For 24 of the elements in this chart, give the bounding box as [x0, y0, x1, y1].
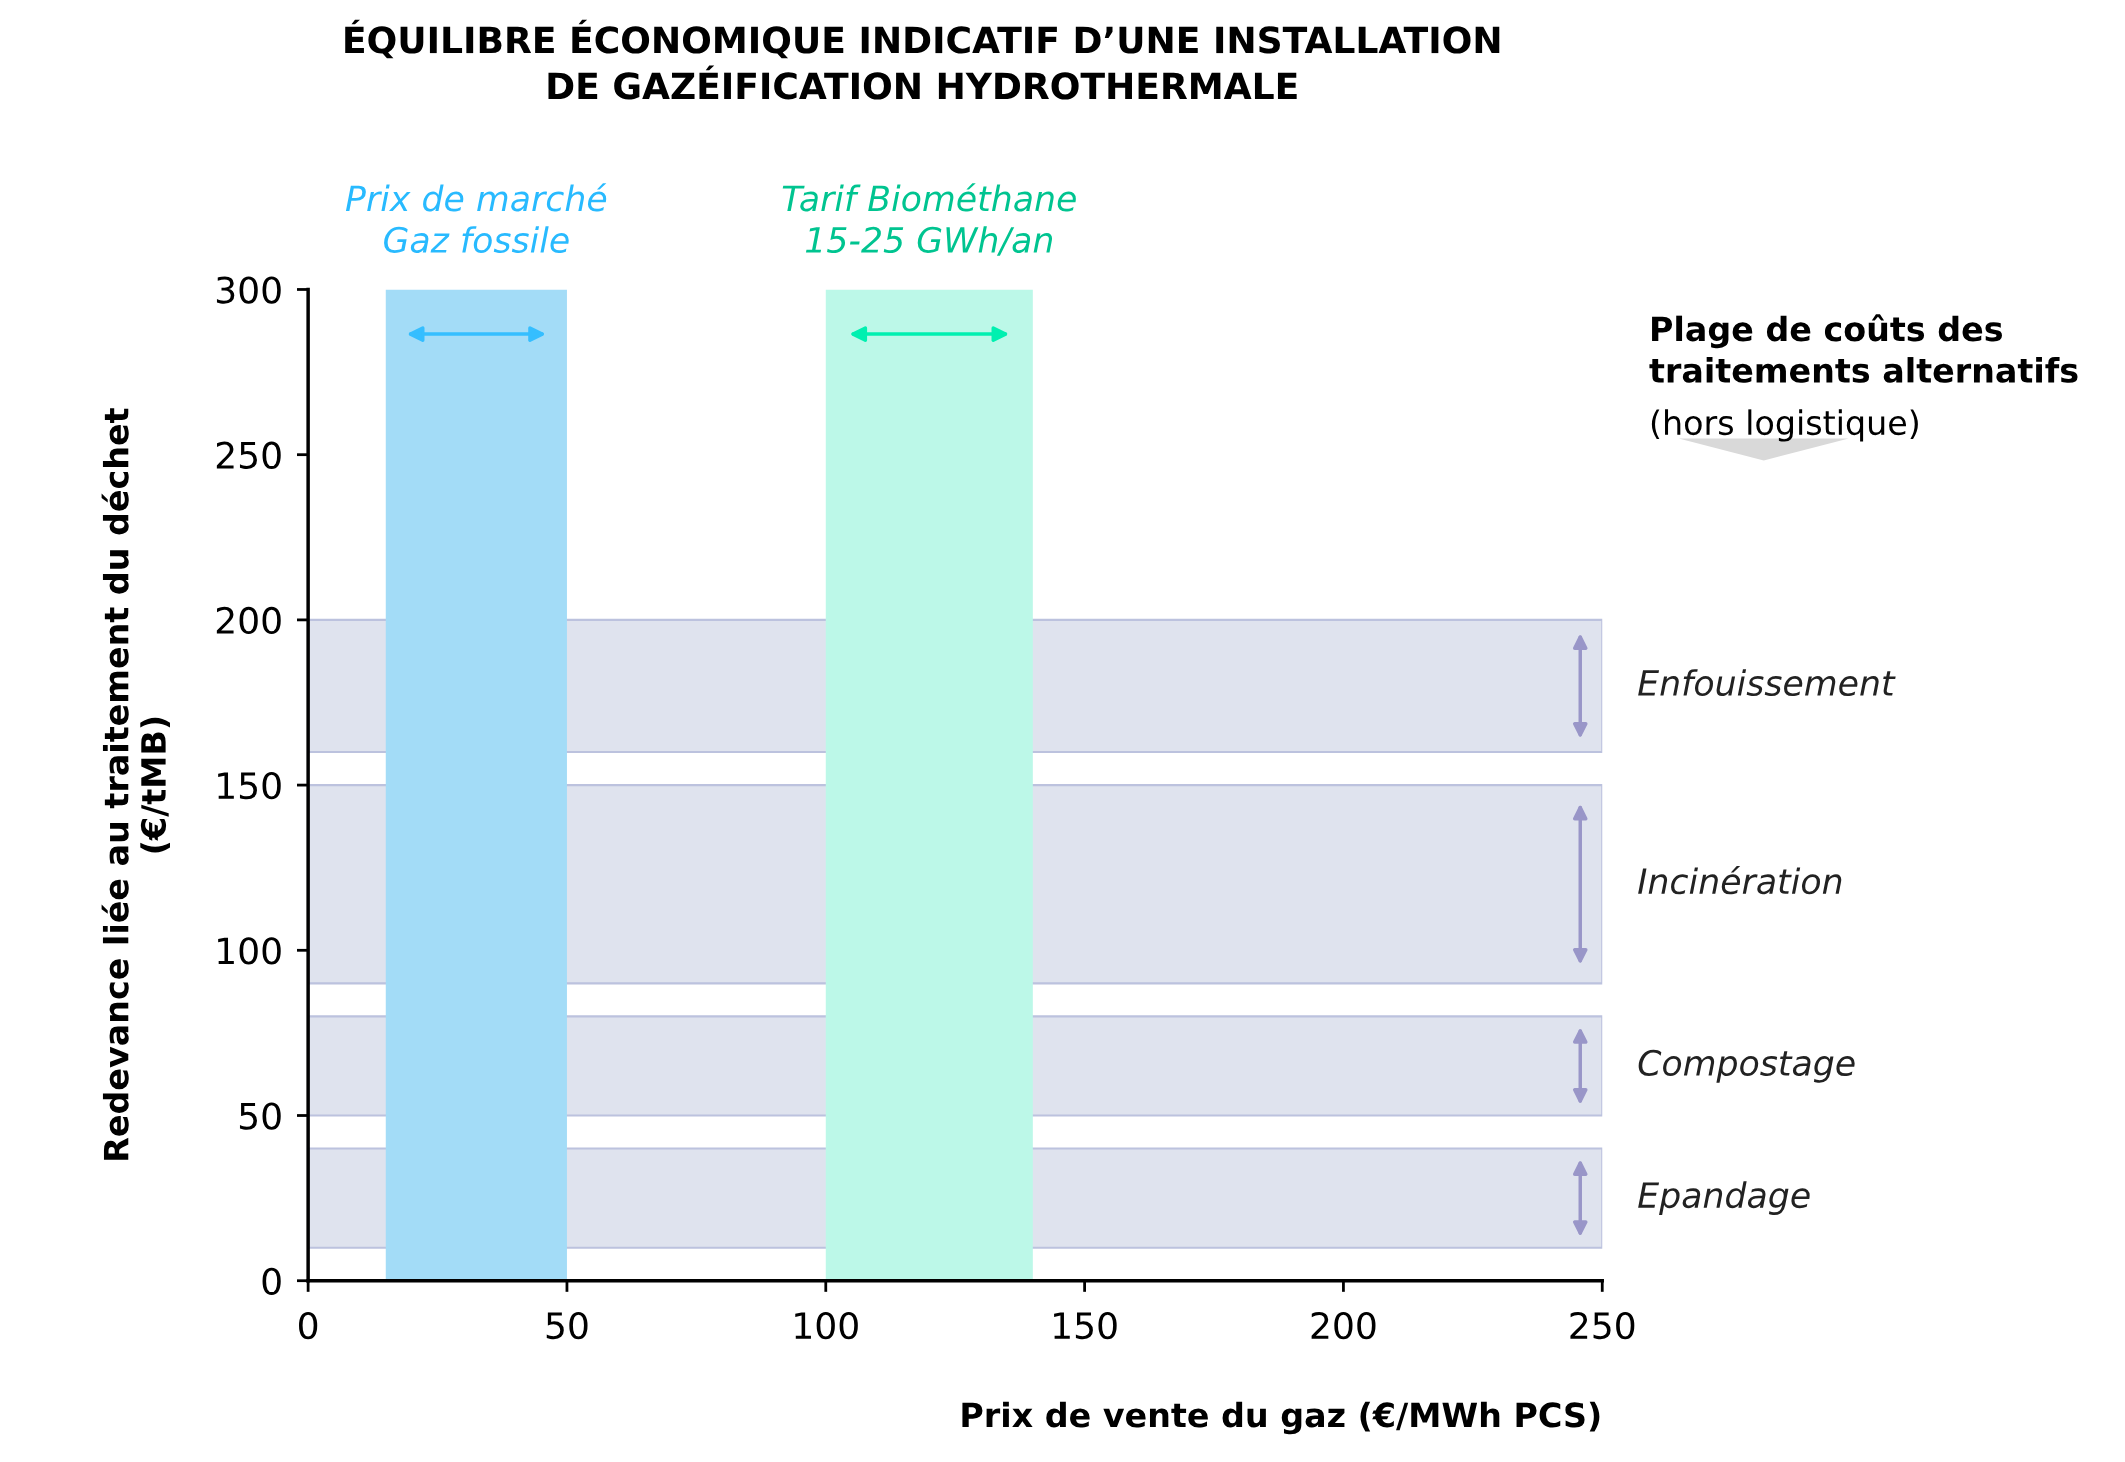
text: (hors logistique): [1651, 409, 1918, 442]
text: Plage de coûts des traitements alternatifs: [1649, 314, 2078, 383]
x-tick-label: 0: [299, 1311, 318, 1340]
y-tick-label: 250: [216, 441, 281, 469]
band-label: Compostage: [1638, 1049, 1855, 1083]
y-tick-label: 300: [216, 276, 281, 304]
y-tick-label: 200: [216, 606, 281, 635]
x-tick-label: 250: [1570, 1311, 1635, 1340]
chart-title: ÉQUILIBRE ÉCONOMIQUE INDICATIF D’UNE INSTALLATION DE GAZÉIFICATION HYDROTHERMALE: [345, 19, 1500, 100]
x-tick-label: 200: [1311, 1311, 1376, 1340]
y-tick-label: 50: [239, 1102, 281, 1130]
band-label: Epandage: [1638, 1181, 1810, 1215]
y-tick-label: 0: [262, 1267, 281, 1295]
band-label: Incinération: [1638, 866, 1842, 895]
y-tick-label: 150: [218, 772, 281, 800]
x-tick-label: 50: [546, 1311, 588, 1340]
band-label: Prix de marché Gaz fossile: [345, 183, 607, 254]
x-tick-label: 100: [795, 1311, 858, 1340]
band-label: Enfouissement: [1638, 669, 1896, 697]
y-axis-title: Redevance liée au traitement du déchet (€/tMB): [101, 408, 170, 1160]
band-label: Tarif Biométhane 15-25 GWh/an: [782, 183, 1076, 256]
x-axis-title: Prix de vente du gaz (€/MWh PCS): [962, 1401, 1600, 1435]
y-tick-label: 100: [218, 937, 281, 965]
x-tick-label: 150: [1054, 1311, 1117, 1340]
